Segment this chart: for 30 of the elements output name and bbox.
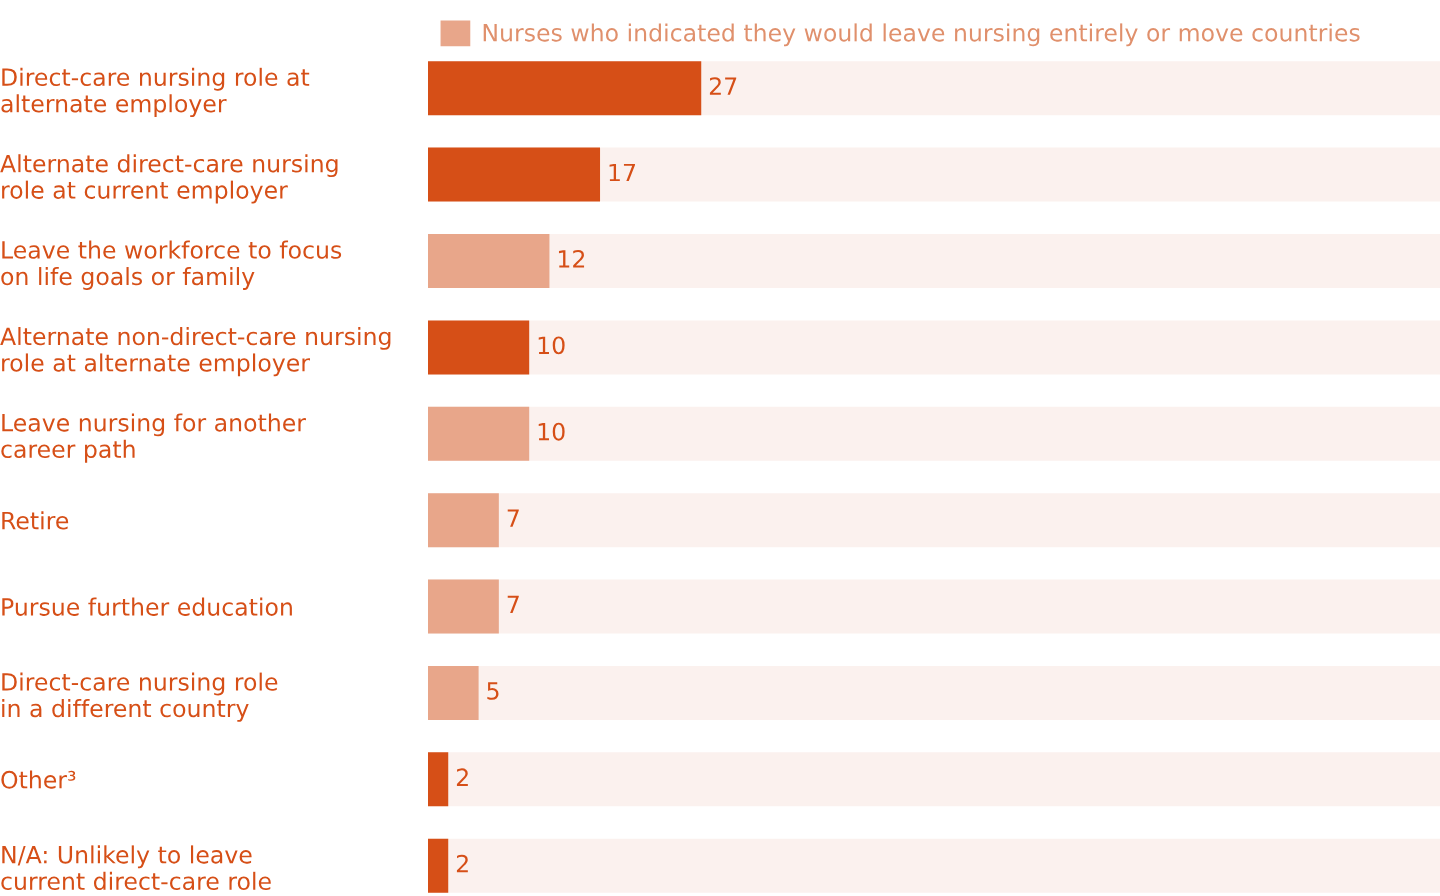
- data-label: 7: [507, 595, 519, 614]
- data-label: 7: [507, 509, 519, 527]
- bar: [428, 406, 530, 461]
- data-label: 10: [538, 336, 565, 355]
- y-tick-label: Leave the workforce to focus on life goals or family: [1, 240, 342, 290]
- data-label: 2: [456, 854, 468, 873]
- bar: [428, 752, 449, 807]
- data-label: 27: [709, 77, 737, 95]
- data-label: 12: [558, 249, 585, 268]
- bar: [428, 665, 479, 720]
- y-tick-label: Alternate direct-care nursing role at current employer: [0, 154, 338, 204]
- y-tick-label: Retire: [2, 511, 69, 530]
- data-label: 10: [538, 422, 565, 441]
- bar: [428, 579, 499, 634]
- data-label: 17: [609, 163, 636, 182]
- y-tick-label: Direct-care nursing role at alternate employer: [1, 67, 310, 118]
- legend-label: Nurses who indicated they would leave nursing entirely or move countries: [483, 23, 1360, 47]
- y-tick-label: Pursue further education: [2, 597, 292, 616]
- y-tick-label: Alternate non-direct-care nursing role at alternate employer: [0, 326, 391, 377]
- bar: [428, 147, 601, 202]
- data-label: 5: [487, 682, 499, 700]
- y-tick-label: Direct-care nursing role in a different country: [2, 672, 278, 722]
- bar: [428, 233, 550, 288]
- y-tick-label: N/A: Unlikely to leave current direct-care role: [1, 845, 271, 891]
- y-tick-label: Leave nursing for another career path: [1, 413, 306, 463]
- bar: [428, 320, 530, 375]
- data-label: 2: [456, 768, 468, 786]
- y-tick-label: Other³: [1, 770, 76, 789]
- bar: [428, 838, 449, 893]
- bar: [428, 493, 499, 548]
